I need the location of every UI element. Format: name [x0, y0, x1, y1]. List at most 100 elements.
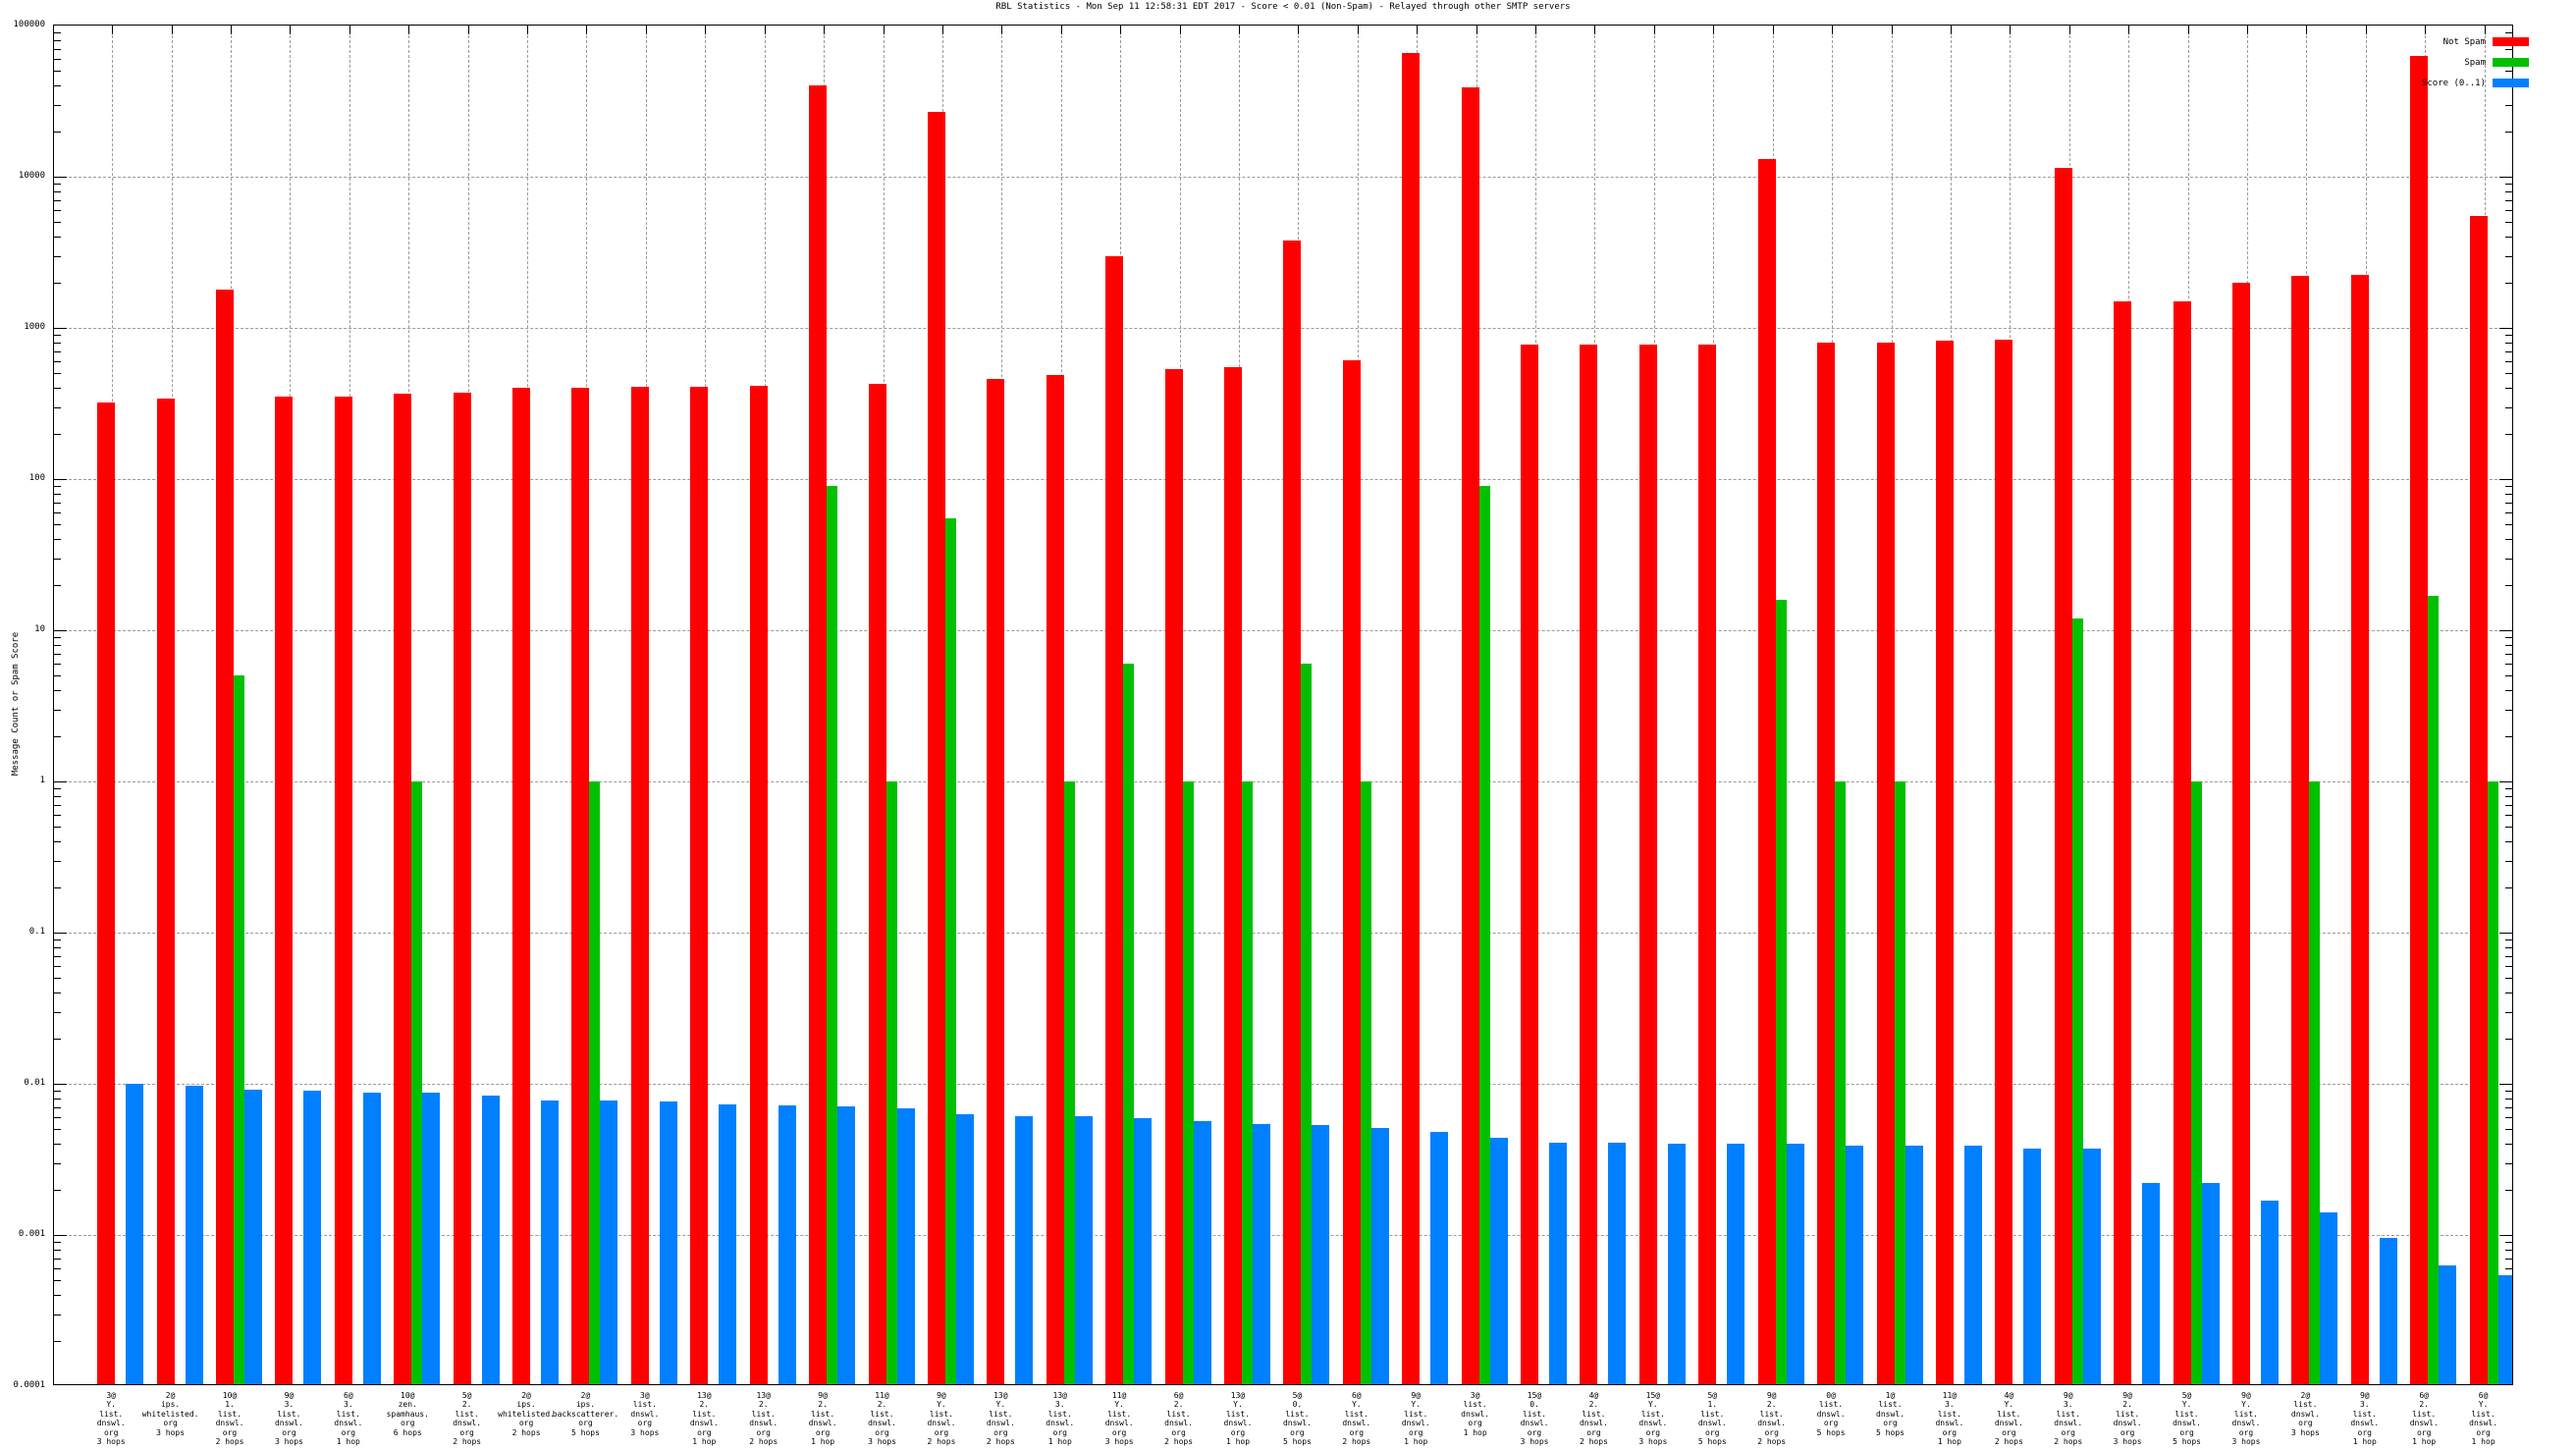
- y-tick-minor-left: [54, 709, 61, 711]
- y-tick-minor-left: [54, 71, 61, 73]
- bar-score: [2082, 1149, 2101, 1384]
- bar-score: [2379, 1237, 2397, 1384]
- bar-score: [1549, 1142, 1568, 1384]
- y-tick-minor-right: [2505, 539, 2512, 541]
- y-tick-minor-left: [54, 282, 61, 284]
- y-tick-minor-right: [2505, 709, 2512, 711]
- y-tick-label: 1000: [24, 322, 45, 332]
- y-tick-minor-right: [2505, 827, 2512, 829]
- bar-score: [1312, 1125, 1330, 1384]
- y-tick-minor-left: [54, 653, 61, 655]
- y-tick-minor-left: [54, 190, 61, 192]
- bar-not-spam: [749, 385, 768, 1384]
- y-tick-minor-left: [54, 675, 61, 677]
- x-category-label: 5@ 0. list. dnswl. org 5 hops: [1282, 1391, 1312, 1447]
- x-category-label: 9@ Y. list. dnswl. org 3 hops: [2231, 1391, 2261, 1447]
- x-tick-top: [1001, 26, 1003, 34]
- x-category-label: 6@ 2. list. dnswl. org 2 hops: [1164, 1391, 1194, 1447]
- y-tick-minor-left: [54, 558, 61, 560]
- y-tick-minor-left: [54, 1189, 61, 1191]
- y-tick-minor-left: [54, 1011, 61, 1013]
- y-tick-minor-left: [54, 486, 61, 488]
- x-tick-top: [2010, 26, 2012, 34]
- legend-item: Not Spam: [2258, 37, 2552, 47]
- x-category-label: 13@ 2. list. dnswl. org 2 hops: [749, 1391, 778, 1447]
- y-tick-minor-right: [2505, 222, 2512, 224]
- y-tick-minor-right: [2505, 524, 2512, 526]
- x-tick-top: [1535, 26, 1537, 34]
- y-tick-minor-left: [54, 350, 61, 352]
- y-tick-minor-right: [2505, 1162, 2512, 1164]
- y-tick-major-left: [54, 479, 67, 480]
- y-tick-minor-right: [2505, 210, 2512, 212]
- y-tick-minor-left: [54, 512, 61, 514]
- x-category-label: 9@ 2. list. dnswl. org 3 hops: [2113, 1391, 2142, 1447]
- bar-spam: [2309, 781, 2321, 1384]
- y-tick-minor-right: [2505, 1129, 2512, 1131]
- y-tick-minor-left: [54, 939, 61, 941]
- bar-not-spam: [156, 399, 175, 1384]
- y-tick-major-right: [2499, 933, 2512, 934]
- x-category-label: 4@ 2. list. dnswl. org 2 hops: [1579, 1391, 1608, 1447]
- y-tick-minor-left: [54, 32, 61, 34]
- y-tick-minor-right: [2505, 184, 2512, 186]
- bar-score: [1667, 1144, 1686, 1384]
- x-category-label: 4@ Y. list. dnswl. org 2 hops: [1994, 1391, 2023, 1447]
- legend-label: Spam: [2464, 58, 2486, 68]
- x-category-label: 1@ list. dnswl. org 5 hops: [1876, 1391, 1905, 1437]
- bar-spam: [2190, 781, 2202, 1384]
- x-category-label: 11@ 2. list. dnswl. org 3 hops: [868, 1391, 896, 1447]
- x-category-label: 11@ Y. list. dnswl. org 3 hops: [1104, 1391, 1134, 1447]
- y-tick-minor-right: [2505, 1258, 2512, 1260]
- y-gridline: [54, 328, 2512, 329]
- x-tick-top: [1417, 26, 1419, 34]
- y-tick-minor-right: [2505, 939, 2512, 941]
- bar-score: [362, 1092, 381, 1384]
- bar-score: [1193, 1120, 1211, 1384]
- y-tick-minor-right: [2505, 815, 2512, 817]
- bar-not-spam: [2054, 167, 2072, 1384]
- y-tick-minor-left: [54, 59, 61, 61]
- y-tick-minor-right: [2505, 342, 2512, 344]
- plot-area: [53, 25, 2513, 1385]
- bar-not-spam: [1995, 339, 2013, 1384]
- y-tick-minor-right: [2505, 886, 2512, 888]
- y-tick-minor-right: [2505, 512, 2512, 514]
- y-tick-minor-right: [2505, 199, 2512, 201]
- bar-spam: [411, 781, 423, 1384]
- x-category-label: 13@ Y. list. dnswl. org 2 hops: [986, 1391, 1015, 1447]
- y-tick-minor-left: [54, 1249, 61, 1251]
- x-category-label: 9@ Y. list. dnswl. org 1 hop: [1401, 1391, 1430, 1447]
- y-tick-minor-right: [2505, 1011, 2512, 1013]
- bar-score: [244, 1089, 263, 1384]
- y-tick-minor-right: [2505, 32, 2512, 34]
- bar-not-spam: [987, 378, 1005, 1384]
- bar-not-spam: [1223, 366, 1242, 1384]
- y-tick-minor-left: [54, 342, 61, 344]
- y-tick-major-right: [2499, 1235, 2512, 1236]
- x-tick-top: [2425, 26, 2427, 34]
- legend-item: Spam: [2258, 58, 2552, 68]
- y-tick-minor-right: [2505, 804, 2512, 806]
- y-tick-minor-right: [2505, 735, 2512, 737]
- y-tick-minor-right: [2505, 493, 2512, 495]
- y-tick-minor-right: [2505, 1249, 2512, 1251]
- y-tick-minor-left: [54, 664, 61, 666]
- y-gridline: [54, 630, 2512, 631]
- y-tick-minor-left: [54, 804, 61, 806]
- x-tick-top: [2128, 26, 2130, 34]
- bar-score: [422, 1093, 441, 1384]
- y-tick-minor-right: [2505, 1242, 2512, 1244]
- bar-not-spam: [1580, 344, 1598, 1384]
- x-category-label: 3@ Y. list. dnswl. org 3 hops: [96, 1391, 126, 1447]
- y-tick-minor-left: [54, 406, 61, 408]
- y-tick-minor-right: [2505, 955, 2512, 957]
- y-tick-minor-left: [54, 104, 61, 106]
- bar-spam: [2071, 617, 2083, 1384]
- bar-score: [719, 1104, 737, 1384]
- y-tick-minor-left: [54, 388, 61, 390]
- y-tick-minor-right: [2505, 131, 2512, 133]
- bar-score: [1489, 1137, 1508, 1384]
- x-tick-top: [1713, 26, 1715, 34]
